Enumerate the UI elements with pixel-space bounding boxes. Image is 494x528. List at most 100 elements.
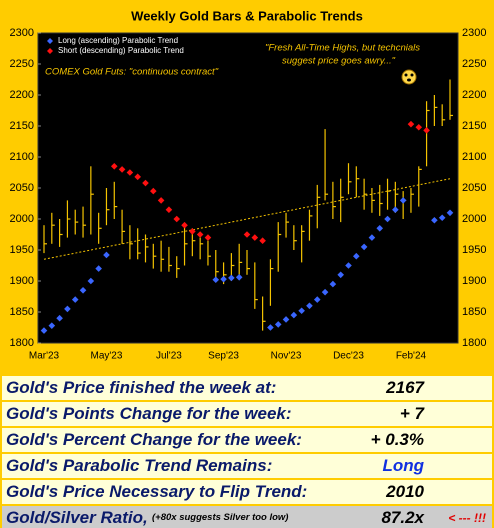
y2-tick-label: 1900 [462, 275, 486, 287]
table-row: Gold's Price finished the week at: 2167 [2, 376, 492, 400]
row-note: (+80x suggests Silver too low) [152, 512, 289, 523]
trend-dot [110, 163, 118, 170]
x-tick-label: Sep'23 [208, 351, 239, 362]
row-label: Gold's Percent Change for the week: [6, 430, 302, 449]
y2-tick-label: 2000 [462, 213, 486, 225]
trend-dot [290, 311, 298, 319]
row-value: 2010 [386, 482, 424, 501]
table-row: Gold's Price Necessary to Flip Trend: 201… [2, 480, 492, 504]
trend-dot [392, 206, 399, 213]
y-tick-label: 1900 [10, 275, 34, 287]
legend-label: Long (ascending) Parabolic Trend [58, 36, 178, 45]
y-tick-label: 2150 [10, 120, 34, 132]
x-tick-label: Feb'24 [396, 351, 427, 362]
row-label: Gold/Silver Ratio, [6, 508, 148, 527]
y-tick-label: 2200 [10, 89, 34, 101]
trend-dot [313, 296, 321, 303]
trend-dot [79, 287, 87, 294]
table-row: Gold's Percent Change for the week: + 0.3… [2, 428, 492, 452]
row-label: Gold's Points Change for the week: [6, 404, 292, 423]
trend-dot [157, 197, 165, 204]
y2-tick-label: 2050 [462, 182, 486, 194]
y2-tick-label: 2150 [462, 120, 486, 132]
y2-tick-label: 1950 [462, 244, 486, 256]
trend-dot [40, 327, 48, 334]
row-value: Long [382, 456, 424, 475]
y-tick-label: 2050 [10, 182, 34, 194]
y2-tick-label: 2200 [462, 89, 486, 101]
trend-dot [118, 166, 126, 173]
y2-tick-label: 1800 [462, 337, 486, 349]
x-tick-label: Jul'23 [156, 351, 182, 362]
x-tick-label: Dec'23 [333, 351, 364, 362]
y-tick-label: 2250 [10, 58, 34, 70]
trend-dot [56, 314, 63, 322]
trend-dot [251, 234, 259, 241]
table-row: Gold's Parabolic Trend Remains: Long [2, 454, 492, 478]
trend-dot [71, 296, 79, 303]
y2-tick-label: 2250 [462, 58, 486, 70]
row-value: + 0.3% [370, 430, 424, 449]
trend-dot [298, 307, 305, 315]
x-tick-label: Nov'23 [271, 351, 302, 362]
y-tick-label: 2000 [10, 213, 34, 225]
trend-dot [196, 231, 204, 238]
legend-marker [47, 38, 53, 44]
annotation: suggest price goes awry..." [282, 56, 396, 67]
chart: Weekly Gold Bars & Parabolic Trends 1800… [10, 8, 487, 362]
trend-dot [64, 305, 71, 313]
y2-tick-label: 2100 [462, 151, 486, 163]
y-tick-label: 1950 [10, 244, 34, 256]
trend-dot [220, 275, 227, 283]
row-value: 2167 [386, 378, 424, 397]
trend-dot [345, 262, 352, 269]
row-value: + 7 [399, 404, 424, 423]
emoji [401, 69, 417, 85]
trend-dot [142, 179, 149, 187]
row-value: 87.2x [381, 508, 424, 527]
trend-dot [235, 273, 243, 281]
trend-dot [337, 271, 344, 279]
trend-dot [321, 288, 329, 296]
legend-marker [47, 48, 53, 54]
trend-dot [87, 277, 95, 285]
trend-dot [329, 280, 337, 288]
y-tick-label: 2100 [10, 151, 34, 163]
row-label: Gold's Price Necessary to Flip Trend: [6, 482, 308, 501]
trend-dot [399, 197, 407, 204]
trend-dot [189, 228, 196, 235]
trend-dot [243, 231, 251, 238]
trend-dot [173, 215, 181, 223]
trend-dot [431, 216, 438, 224]
trend-dot [384, 215, 391, 223]
trend-dot [48, 322, 56, 329]
trend-dot [306, 302, 313, 310]
trend-dot [228, 274, 235, 282]
legend-label: Short (descending) Parabolic Trend [58, 46, 184, 55]
trend-dot [446, 209, 454, 217]
trend-dot [274, 321, 282, 328]
trend-dot [204, 234, 212, 241]
trend-line [43, 178, 451, 260]
trend-dot [165, 206, 173, 213]
trend-dot [376, 225, 384, 232]
row-label: Gold's Parabolic Trend Remains: [6, 456, 273, 475]
trend-dot [353, 252, 360, 260]
row-flag: < --- !!! [448, 511, 486, 525]
table-row: Gold/Silver Ratio, (+80x suggests Silver … [2, 506, 492, 528]
annotation: "Fresh All-Time Highs, but techcnials [265, 43, 420, 54]
x-tick-label: Mar'23 [29, 351, 60, 362]
trend-dot [134, 173, 141, 181]
trend-dot [212, 276, 220, 284]
trend-dot [267, 324, 274, 331]
trend-dot [423, 127, 430, 134]
y2-tick-label: 2300 [462, 27, 486, 39]
trend-dot [181, 221, 188, 229]
y-tick-label: 1850 [10, 306, 34, 318]
annotation: COMEX Gold Futs: "continuous contract" [45, 67, 219, 78]
table-row: Gold's Points Change for the week: + 7 [2, 402, 492, 426]
trend-dot [150, 187, 157, 195]
y-tick-label: 1800 [10, 337, 34, 349]
trend-dot [438, 214, 446, 222]
